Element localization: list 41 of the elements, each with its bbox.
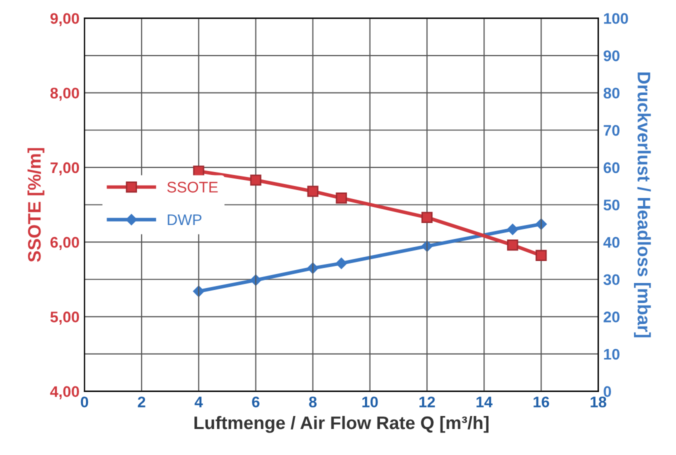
y-tick-label: 9,00 [50, 13, 80, 26]
point [507, 224, 518, 235]
point [307, 186, 318, 197]
y2-tick-label: 70 [604, 125, 620, 136]
x-tick-label: 8 [309, 396, 317, 408]
point [536, 250, 547, 262]
x-tick-label: 16 [534, 396, 550, 408]
legend-label: DWP [168, 214, 202, 225]
point [421, 240, 433, 252]
x-axis-title: Luftmenge / Air Flow Rate Q [m³/h] [194, 416, 488, 433]
point [336, 258, 347, 269]
y2-tick-label: 10 [604, 348, 620, 360]
y2-tick-label: 100 [604, 13, 628, 24]
y2-tick-label: 50 [604, 200, 620, 210]
y-tick-label: 8,00 [50, 88, 80, 101]
y-axis-title: SSOTE [%/m] [28, 148, 44, 262]
x-tick-label: 14 [476, 396, 493, 408]
x-tick-label: 18 [590, 396, 606, 408]
y-tick-label: 6,00 [50, 236, 80, 250]
point [507, 239, 518, 251]
x-tick-label: 4 [194, 396, 203, 408]
y2-tick-label: 0 [604, 386, 611, 397]
point [336, 192, 347, 204]
y-tick-label: 7,00 [50, 162, 80, 176]
x-tick-label: 12 [419, 396, 435, 408]
y2-tick-label: 40 [603, 236, 620, 248]
point [421, 212, 433, 223]
y2-tick-label: 30 [603, 274, 620, 286]
y-tick-label: 5,00 [50, 312, 80, 325]
point [250, 174, 262, 186]
legend-label: SSOTE [167, 182, 218, 193]
x-tick-label: 6 [252, 396, 260, 408]
y2-axis-title: Druckverlust / Headloss [mbar] [634, 72, 651, 338]
y2-tick-label: 60 [604, 162, 620, 174]
y2-tick-label: 20 [604, 312, 620, 322]
y2-tick-label: 80 [604, 88, 620, 99]
x-tick-label: 0 [80, 396, 88, 408]
y-tick-label: 4,00 [50, 386, 80, 400]
y2-tick-label: 90 [604, 50, 620, 62]
x-tick-label: 10 [362, 396, 378, 408]
x-tick-label: 2 [138, 396, 146, 408]
